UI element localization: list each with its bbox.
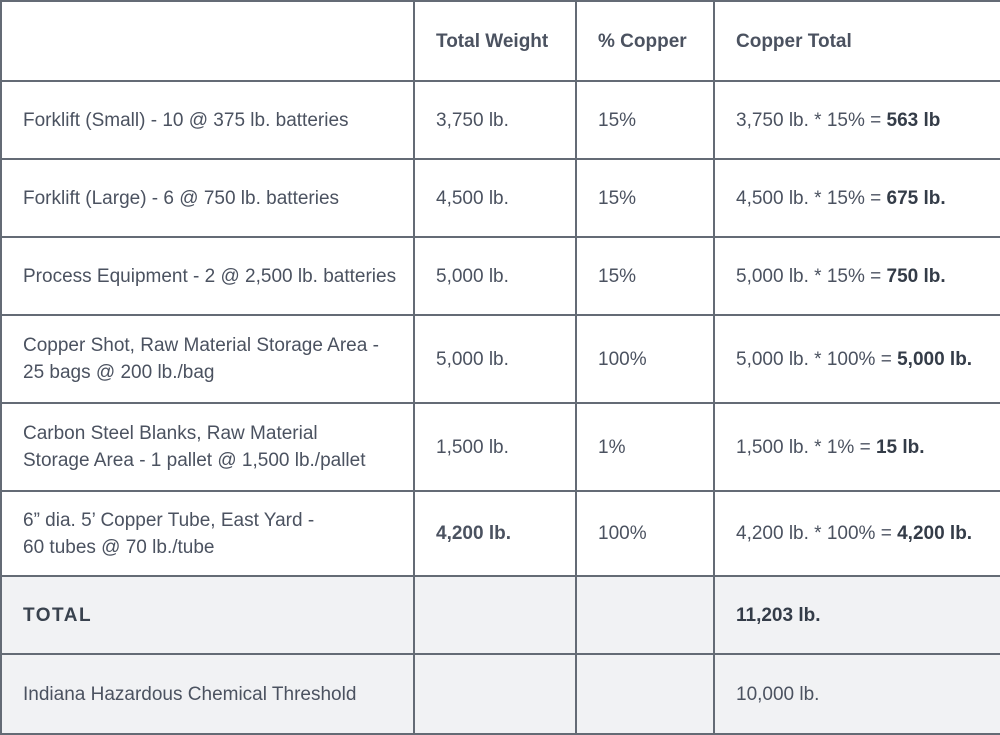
calc-text: 5,000 lb. * 100% = — [736, 348, 898, 370]
calc-text: 3,750 lb. * 15% = — [736, 109, 887, 131]
item-cell: Carbon Steel Blanks, Raw Material Storag… — [0, 402, 415, 492]
pct-cell: 15% — [575, 236, 715, 316]
calc-result: 15 lb. — [875, 436, 925, 458]
threshold-row: Indiana Hazardous Chemical Threshold 10,… — [0, 653, 1000, 735]
weight-cell: 5,000 lb. — [413, 314, 577, 404]
empty-cell — [413, 653, 577, 735]
table-row: 6” dia. 5’ Copper Tube, East Yard - 60 t… — [0, 490, 1000, 577]
threshold-label: Indiana Hazardous Chemical Threshold — [0, 653, 415, 735]
table-row: Process Equipment - 2 @ 2,500 lb. batter… — [0, 236, 1000, 316]
total-value: 11,203 lb. — [713, 575, 1000, 655]
item-cell: Forklift (Small) - 10 @ 375 lb. batterie… — [0, 80, 415, 160]
table-row: Forklift (Large) - 6 @ 750 lb. batteries… — [0, 158, 1000, 238]
header-pct-copper: % Copper — [575, 0, 715, 82]
weight-cell: 3,750 lb. — [413, 80, 577, 160]
item-cell: Copper Shot, Raw Material Storage Area -… — [0, 314, 415, 404]
pct-cell: 1% — [575, 402, 715, 492]
weight-cell: 5,000 lb. — [413, 236, 577, 316]
weight-cell: 4,200 lb. — [413, 490, 577, 577]
total-label: TOTAL — [0, 575, 415, 655]
copper-total-cell: 3,750 lb. * 15% = 563 lb — [713, 80, 1000, 160]
calc-result: 5,000 lb. — [897, 348, 973, 370]
header-total-weight: Total Weight — [413, 0, 577, 82]
empty-cell — [413, 575, 577, 655]
copper-total-cell: 1,500 lb. * 1% = 15 lb. — [713, 402, 1000, 492]
calc-text: 5,000 lb. * 15% = — [736, 265, 887, 287]
calc-text: 4,200 lb. * 100% = — [736, 523, 898, 544]
calc-result: 675 lb. — [886, 187, 946, 209]
copper-total-cell: 4,200 lb. * 100% = 4,200 lb. — [713, 490, 1000, 577]
total-row: TOTAL 11,203 lb. — [0, 575, 1000, 655]
item-cell: 6” dia. 5’ Copper Tube, East Yard - 60 t… — [0, 490, 415, 577]
pct-cell: 15% — [575, 80, 715, 160]
calc-result: 4,200 lb. — [897, 523, 973, 544]
pct-cell: 100% — [575, 490, 715, 577]
table-row: Copper Shot, Raw Material Storage Area -… — [0, 314, 1000, 404]
calc-result: 750 lb. — [886, 265, 946, 287]
calc-text: 4,500 lb. * 15% = — [736, 187, 887, 209]
pct-cell: 15% — [575, 158, 715, 238]
empty-cell — [575, 575, 715, 655]
empty-cell — [575, 653, 715, 735]
copper-total-cell: 5,000 lb. * 15% = 750 lb. — [713, 236, 1000, 316]
header-item — [0, 0, 415, 82]
header-copper-total: Copper Total — [713, 0, 1000, 82]
item-cell: Process Equipment - 2 @ 2,500 lb. batter… — [0, 236, 415, 316]
weight-cell: 1,500 lb. — [413, 402, 577, 492]
table-row: Forklift (Small) - 10 @ 375 lb. batterie… — [0, 80, 1000, 160]
copper-total-cell: 4,500 lb. * 15% = 675 lb. — [713, 158, 1000, 238]
threshold-value: 10,000 lb. — [713, 653, 1000, 735]
weight-cell: 4,500 lb. — [413, 158, 577, 238]
copper-total-cell: 5,000 lb. * 100% = 5,000 lb. — [713, 314, 1000, 404]
calc-result: 563 lb — [886, 109, 941, 131]
table-row: Carbon Steel Blanks, Raw Material Storag… — [0, 402, 1000, 492]
pct-cell: 100% — [575, 314, 715, 404]
header-row: Total Weight % Copper Copper Total — [0, 0, 1000, 82]
item-cell: Forklift (Large) - 6 @ 750 lb. batteries — [0, 158, 415, 238]
calc-text: 1,500 lb. * 1% = — [736, 436, 876, 458]
